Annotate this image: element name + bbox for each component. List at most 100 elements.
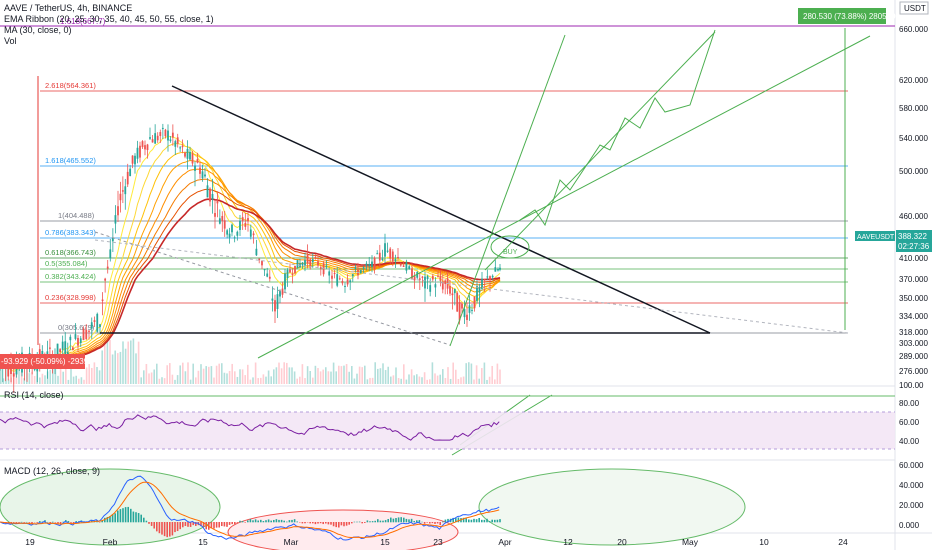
candle-body [281,288,284,295]
volume-bar [361,367,363,384]
macd-hist-bar [387,519,389,523]
price-axis[interactable]: 660.000 620.000 580.000 540.000 500.000 460.0… [899,25,928,376]
volume-bar [444,377,447,384]
volume-bar [80,377,83,384]
candle-body [77,337,79,346]
macd-hist-bar [143,517,145,523]
volume-bar [488,376,491,384]
price-tick: 334.000 [899,312,928,321]
candle-body [389,248,392,259]
macd-hist-bar [470,519,473,523]
ema-line [0,178,501,368]
candle-body [497,269,499,271]
price-tick: 620.000 [899,76,928,85]
buy-ellipse[interactable] [490,235,530,259]
macd-hist-bar [309,522,311,524]
volume-bar [0,368,2,384]
channel-line-steep[interactable] [449,34,566,347]
candle-body [104,278,107,281]
candle-body [186,148,189,159]
macd-hist-bar [473,518,475,523]
dashed-trendline-1[interactable] [94,231,451,346]
macd-hist-bar [262,521,265,523]
macd-hist-bar [452,517,454,523]
macd-hist-bar [423,522,426,524]
volume-bar [72,376,75,384]
candle-body [176,137,179,144]
volume-bar [244,375,246,384]
volume-bar [439,374,441,384]
candle-body [99,324,101,327]
volume-bar [312,377,314,384]
rsi-tick: 60.00 [899,418,920,427]
descending-trendline[interactable] [171,85,711,334]
price-tick: 276.000 [899,367,928,376]
volume-bar [348,371,350,384]
volume-bar [93,362,96,384]
volume-bar [296,378,298,384]
time-tick: 24 [838,537,848,547]
macd-ellipse-right[interactable] [478,468,746,546]
macd-hist-bar [384,520,387,523]
volume-legend: Vol [4,36,17,46]
candle-body [149,137,151,139]
candle-body [268,276,271,279]
time-tick: Apr [498,537,511,547]
candle-body [121,190,124,192]
time-axis[interactable]: 19 Feb 15 Mar 15 23 Apr 12 20 May 10 24 [25,537,848,547]
macd-hist-bar [156,522,158,532]
volume-bar [234,371,236,384]
volume-bar [327,371,330,384]
candle-body [317,261,319,266]
macd-hist-bar [348,522,350,525]
volume-bar [366,379,369,384]
volume-bar [400,378,402,384]
candle-body [169,139,172,141]
candle-body [384,243,386,257]
macd-hist-bar [488,520,491,523]
candle-body [368,264,371,267]
price-tick: 370.000 [899,275,928,284]
volume-bar [54,365,57,384]
macd-tick: 20.000 [899,501,924,510]
volume-bar [33,375,36,384]
candle-body [344,285,346,287]
candle-body [325,265,328,268]
volume-bar [457,378,460,384]
volume-bar [286,362,288,384]
candle-body [258,258,261,260]
candle-body [328,271,331,276]
volume-bar [148,373,150,384]
macd-ellipse-mid[interactable] [227,509,459,550]
candle-body [373,257,376,269]
macd-hist-bar [442,521,444,523]
macd-hist-bar [332,522,335,527]
macd-hist-bar [192,522,194,526]
rsi-tick: 40.00 [899,437,920,446]
macd-ellipse-left[interactable] [0,468,221,546]
price-tick: 318.000 [899,328,928,337]
macd-hist-bar [132,511,135,523]
macd-hist-bar [286,521,288,523]
macd-hist-bar [429,522,431,524]
macd-hist-bar [465,518,467,523]
currency-box[interactable] [899,1,929,15]
drawing-tools[interactable] [94,29,871,456]
fib-retracement[interactable]: 2.618(564.361) 1.618(465.552) 1(404.488) 0.… [40,81,848,334]
candle-body [171,132,174,138]
candle-body [131,155,134,164]
candle-body [79,338,82,344]
channel-line-lower[interactable] [257,35,871,359]
candle-body [111,237,114,242]
volume-bar [278,362,280,384]
volume-bar [267,370,270,384]
candle-body [306,254,309,264]
volume-bar [377,368,379,384]
projection-line[interactable] [484,31,716,271]
projection-zigzag[interactable] [519,29,716,227]
volume-bar [213,377,215,384]
candle-body [144,145,146,150]
volume-bar [241,369,244,384]
macd-hist-bar [236,522,239,523]
